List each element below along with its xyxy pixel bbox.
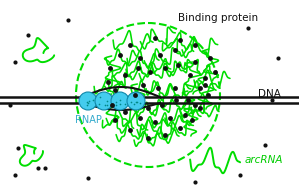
Circle shape [79, 92, 97, 110]
Text: arcRNA: arcRNA [245, 155, 283, 165]
Circle shape [111, 92, 129, 110]
Text: Binding protein: Binding protein [178, 13, 258, 23]
Text: RNAP: RNAP [74, 115, 101, 125]
Text: DNA: DNA [258, 89, 281, 99]
Circle shape [95, 92, 113, 110]
Circle shape [127, 92, 145, 110]
